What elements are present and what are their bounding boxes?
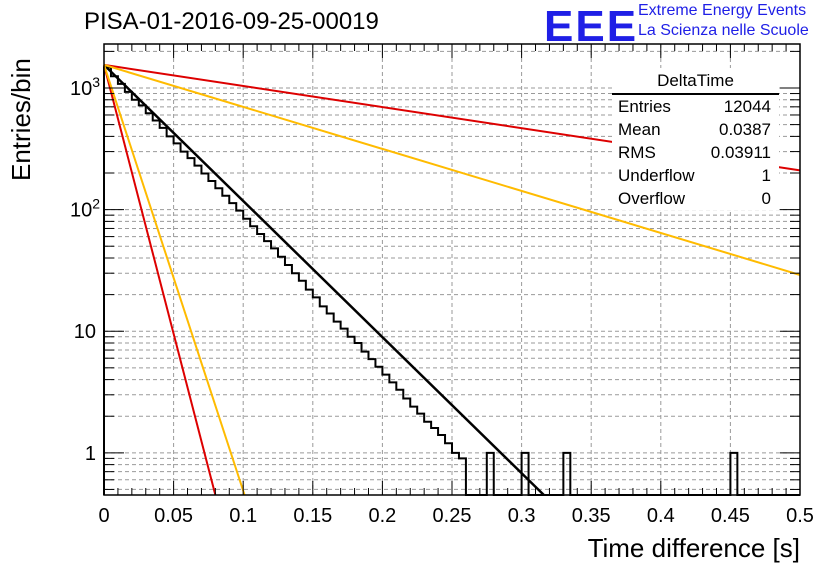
logo-line-1: Extreme Energy Events xyxy=(638,2,807,19)
y-tick-label: 10 xyxy=(74,321,96,343)
x-tick-label: 0.25 xyxy=(433,505,472,527)
stats-value: 0.03911 xyxy=(710,143,771,162)
stats-row: Mean 0.0387 xyxy=(612,118,779,141)
stats-row: Overflow 0 xyxy=(612,187,779,210)
stats-row: Underflow 1 xyxy=(612,164,779,187)
stats-row: RMS 0.03911 xyxy=(612,141,779,164)
logo-line-2: La Scienza nelle Scuole xyxy=(638,22,809,39)
x-tick-label: 0.1 xyxy=(229,505,257,527)
stats-label: Underflow xyxy=(618,166,695,185)
y-axis-label: Entries/bin xyxy=(6,58,36,181)
eee-logo: EEE xyxy=(544,2,639,51)
stats-box: DeltaTime Entries 12044 Mean 0.0387 RMS … xyxy=(612,68,779,210)
stats-label: Entries xyxy=(618,97,671,116)
axis-ticks: 0 0.05 0.1 0.15 0.2 0.25 0.3 0.35 0.4 0.45 0.51101… xyxy=(70,44,814,527)
stats-row: Entries 12044 xyxy=(612,95,779,118)
stats-label: Overflow xyxy=(618,189,686,208)
x-tick-label: 0.35 xyxy=(572,505,611,527)
x-tick-label: 0.2 xyxy=(368,505,396,527)
fit-line xyxy=(103,63,545,496)
stats-value: 0 xyxy=(761,189,771,208)
stats-label: RMS xyxy=(618,143,656,162)
stats-value: 0.0387 xyxy=(719,120,771,139)
stats-label: Mean xyxy=(618,120,661,139)
fit-line xyxy=(103,64,217,496)
x-tick-label: 0.05 xyxy=(154,505,193,527)
x-tick-label: 0.15 xyxy=(293,505,332,527)
y-tick-label: 102 xyxy=(70,196,100,222)
x-tick-label: 0.5 xyxy=(786,505,814,527)
stats-value: 1 xyxy=(761,166,771,185)
x-tick-label: 0.4 xyxy=(647,505,675,527)
y-tick-label: 1 xyxy=(85,443,96,465)
x-tick-label: 0.3 xyxy=(508,505,536,527)
fit-line xyxy=(103,63,801,276)
x-tick-label: 0 xyxy=(98,505,109,527)
x-tick-label: 0.45 xyxy=(711,505,750,527)
stats-value: 12044 xyxy=(723,97,771,116)
x-axis-label: Time difference [s] xyxy=(587,533,800,563)
fit-line xyxy=(103,64,246,496)
plot-title: PISA-01-2016-09-25-00019 xyxy=(84,8,379,35)
stats-title: DeltaTime xyxy=(612,71,779,95)
y-tick-label: 103 xyxy=(70,74,100,100)
